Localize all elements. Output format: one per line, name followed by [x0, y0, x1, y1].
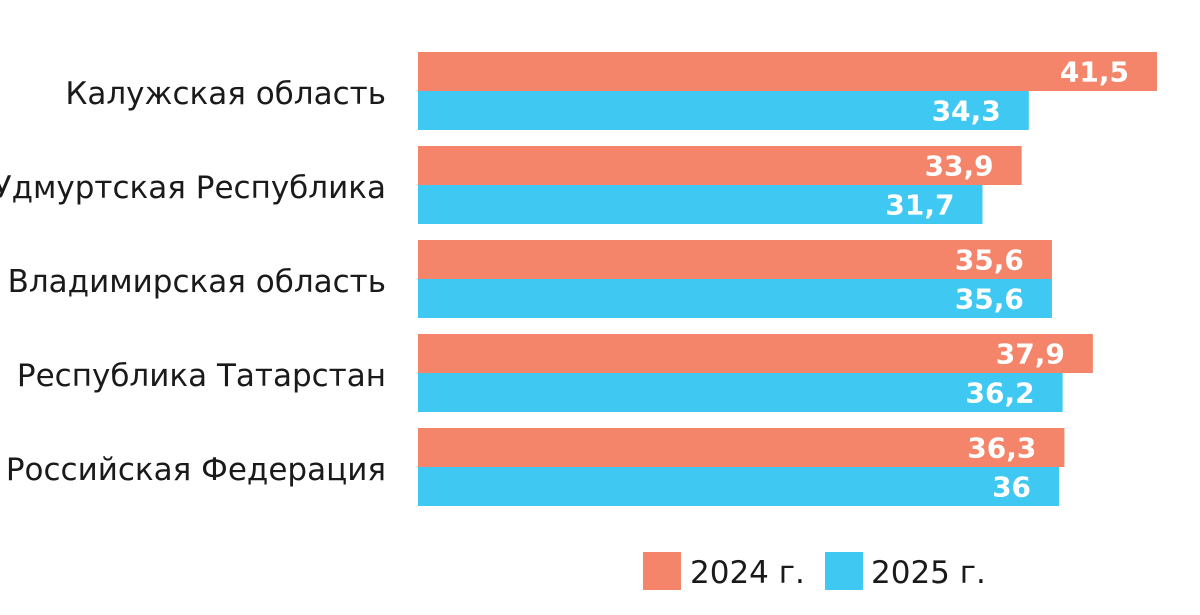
- bar-2025: [418, 185, 983, 224]
- legend-label: 2025 г.: [871, 555, 986, 591]
- data-label: 34,3: [932, 95, 1001, 128]
- bar-2025: [418, 279, 1052, 318]
- data-label: 37,9: [996, 338, 1065, 371]
- legend-label: 2024 г.: [690, 555, 805, 591]
- category-label: Владимирская область: [8, 264, 386, 300]
- data-label: 31,7: [885, 189, 954, 222]
- bar-2025: [418, 373, 1063, 412]
- bars-group: 41,534,333,931,735,635,637,936,236,336: [418, 52, 1157, 506]
- bar-2025: [418, 91, 1029, 130]
- bar-2024: [418, 428, 1065, 467]
- data-label: 33,9: [925, 150, 994, 183]
- data-label: 35,6: [955, 244, 1024, 277]
- category-labels: Калужская область Удмуртская Республика Вл…: [0, 76, 386, 488]
- legend-swatch: [825, 552, 863, 590]
- category-label: Удмуртская Республика: [0, 170, 386, 206]
- bar-2024: [418, 334, 1093, 373]
- data-label: 36: [992, 471, 1031, 504]
- bar-2024: [418, 52, 1157, 91]
- data-label: 36,2: [966, 377, 1035, 410]
- legend-swatch: [643, 552, 681, 590]
- legend: 2024 г. 2025 г.: [643, 552, 986, 591]
- data-label: 35,6: [955, 283, 1024, 316]
- category-label: Российская Федерация: [6, 452, 386, 488]
- bar-2024: [418, 240, 1052, 279]
- category-label: Республика Татарстан: [17, 358, 386, 394]
- category-label: Калужская область: [65, 76, 386, 112]
- bar-2025: [418, 467, 1060, 506]
- bar-2024: [418, 146, 1022, 185]
- data-label: 41,5: [1060, 56, 1129, 89]
- data-label: 36,3: [967, 432, 1036, 465]
